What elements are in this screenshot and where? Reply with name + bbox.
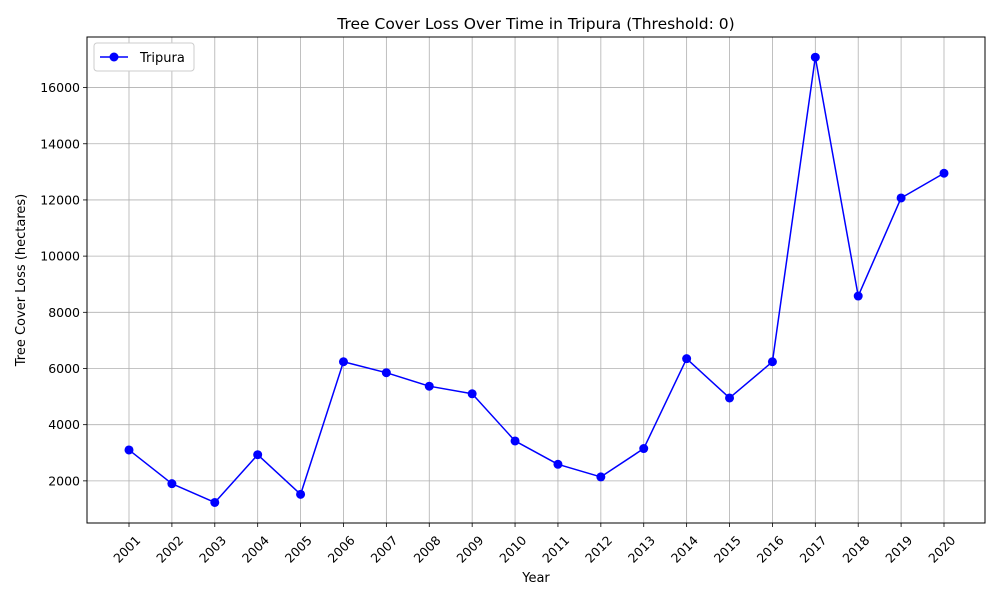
grid [87, 37, 985, 523]
data-point [381, 368, 391, 378]
y-tick-label: 16000 [40, 80, 80, 95]
y-tick-label: 4000 [48, 417, 80, 432]
data-point [338, 357, 348, 367]
data-point [296, 489, 306, 499]
data-point [553, 459, 563, 469]
y-tick-label: 14000 [40, 136, 80, 151]
data-point [639, 444, 649, 454]
y-tick-label: 8000 [48, 305, 80, 320]
data-point [424, 381, 434, 391]
data-point [939, 168, 949, 178]
y-tick-label: 6000 [48, 361, 80, 376]
data-point [253, 450, 263, 460]
data-point [210, 497, 220, 507]
legend-label: Tripura [139, 51, 185, 66]
data-point [896, 193, 906, 203]
data-point [767, 357, 777, 367]
chart-title: Tree Cover Loss Over Time in Tripura (Th… [336, 15, 734, 33]
y-tick-label: 10000 [40, 249, 80, 264]
y-tick-label: 12000 [40, 192, 80, 207]
data-point [725, 393, 735, 403]
plot-area-frame [86, 36, 986, 524]
series-line-tripura [128, 56, 945, 504]
legend-box [93, 42, 195, 72]
data-point [596, 472, 606, 482]
data-point [853, 291, 863, 301]
data-point [810, 52, 820, 62]
legend-marker-swatch [109, 52, 119, 62]
series-layer [124, 52, 949, 507]
data-point [682, 354, 692, 364]
x-axis-label: Year [521, 571, 550, 586]
data-point [510, 436, 520, 446]
data-point [167, 479, 177, 489]
data-point [467, 389, 477, 399]
y-tick-label: 2000 [48, 473, 80, 488]
legend: Tripura [93, 42, 195, 72]
y-axis-label: Tree Cover Loss (hectares) [14, 194, 29, 368]
data-point [124, 445, 134, 455]
